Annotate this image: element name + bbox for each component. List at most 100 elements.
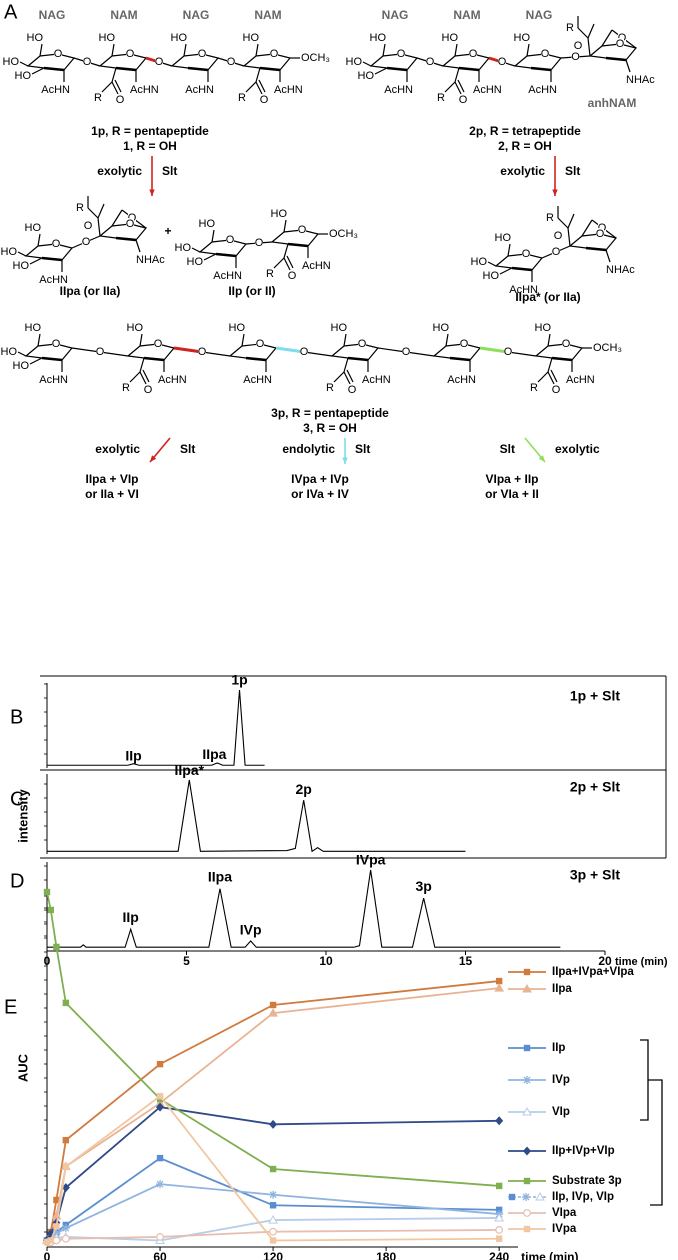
- y-axis-label: intensity: [15, 789, 30, 843]
- atom-label: O: [126, 48, 135, 60]
- glycosidic-bond: [303, 351, 333, 357]
- atom-label: O: [554, 230, 563, 242]
- atom-label: HO: [1, 346, 18, 358]
- peak-label: IIp: [125, 748, 141, 764]
- atom-label: AcHN: [566, 374, 595, 386]
- atom-label: O: [256, 338, 265, 350]
- atom-label: OCH₃: [301, 52, 330, 64]
- atom-bg: [469, 48, 477, 59]
- atom-bg: [504, 346, 512, 357]
- marker: [52, 1236, 61, 1245]
- legend-marker: [523, 1225, 531, 1233]
- bond: [142, 369, 150, 383]
- bond: [245, 81, 257, 93]
- legend-marker: [523, 1146, 531, 1156]
- atom-bg: [541, 48, 549, 59]
- bond: [29, 257, 43, 265]
- marker: [494, 1212, 505, 1222]
- marker: [156, 1102, 165, 1112]
- bond: [97, 203, 105, 219]
- marker: [269, 1227, 277, 1236]
- atom-bg: [52, 338, 60, 349]
- bond: [601, 29, 613, 47]
- atom-label: O: [96, 346, 105, 358]
- atom-bg: [426, 56, 434, 67]
- atom-bg: [154, 338, 162, 349]
- product-label: IIpa + VIp: [85, 472, 138, 486]
- bond: [101, 81, 113, 93]
- atom-label: R: [266, 268, 274, 280]
- caption: 2p, R = tetrapeptide: [469, 124, 581, 138]
- atom-label: O: [552, 246, 561, 258]
- bond: [605, 249, 611, 263]
- reaction-label: exolytic: [95, 442, 140, 456]
- atom-bg: [552, 246, 560, 257]
- legend-marker: [523, 1044, 531, 1052]
- glycosidic-bond: [507, 351, 537, 357]
- atom-label: O: [426, 56, 435, 68]
- reaction-label: exolytic: [97, 164, 142, 178]
- reaction-label: Slt: [162, 164, 177, 178]
- atom-label: O: [358, 338, 367, 350]
- atom-label: O: [298, 224, 307, 236]
- legend-label: IIp+IVp+VIp: [552, 1145, 615, 1157]
- caption: 3, R = OH: [303, 421, 357, 435]
- atom-label: O: [83, 56, 92, 68]
- panel-label: E: [4, 996, 17, 1018]
- product-label: IIp (or II): [228, 284, 275, 298]
- legend-label: IIpa: [552, 983, 572, 995]
- marker: [495, 977, 503, 985]
- atom-bg: [571, 51, 580, 62]
- atom-bg: [256, 338, 264, 349]
- atom-label: O: [402, 346, 411, 358]
- atom-label: O: [128, 212, 137, 224]
- bond: [530, 66, 552, 72]
- bond: [550, 369, 558, 383]
- atom-label: HO: [358, 70, 375, 82]
- chart-title: 1p + Slt: [570, 688, 621, 704]
- atom-label: O: [126, 218, 135, 230]
- atom-label: O: [571, 51, 580, 63]
- atom-label: O: [598, 222, 607, 234]
- bond: [241, 333, 245, 347]
- atom-label: OCH₃: [593, 342, 622, 354]
- reaction-label: Slt: [565, 164, 580, 178]
- atom-label: O: [155, 56, 164, 68]
- sugar-name: NAG: [382, 8, 409, 22]
- peak-label: 1p: [231, 672, 247, 688]
- reaction-label: Slt: [355, 442, 370, 456]
- y-axis-label: AUC: [15, 1053, 30, 1082]
- atom-label: HO: [25, 222, 42, 234]
- bond: [487, 261, 497, 267]
- atom-label: NHAc: [136, 254, 165, 266]
- atom-label: R: [546, 212, 554, 224]
- marker: [61, 1183, 70, 1193]
- glycosidic-bond: [275, 346, 305, 354]
- atom-label: AcHN: [274, 84, 303, 96]
- bond: [283, 243, 289, 259]
- atom-label: HO: [171, 32, 188, 44]
- atom-label: AcHN: [447, 374, 476, 386]
- bond: [255, 43, 259, 57]
- bond: [31, 67, 45, 75]
- atom-label: O: [288, 270, 297, 282]
- bond: [454, 67, 460, 83]
- x-tick-label: 60: [153, 1250, 167, 1260]
- x-axis-label: time (min): [615, 956, 668, 968]
- atom-bg: [52, 238, 60, 249]
- atom-label: O: [227, 56, 236, 68]
- product-label: IIpa (or IIa): [60, 284, 121, 298]
- peak-label: 2p: [296, 781, 312, 797]
- arrow-head: [150, 455, 157, 462]
- data-line: [46, 891, 500, 1187]
- bond: [386, 66, 408, 72]
- atom-label: R: [76, 202, 84, 214]
- atom-label: O: [144, 384, 153, 396]
- bond: [255, 67, 261, 83]
- atom-bg: [198, 346, 206, 357]
- atom-bg: [460, 338, 468, 349]
- atom-label: O: [54, 48, 63, 60]
- arrow-head: [149, 189, 155, 196]
- bond: [587, 37, 591, 57]
- bond: [283, 257, 291, 271]
